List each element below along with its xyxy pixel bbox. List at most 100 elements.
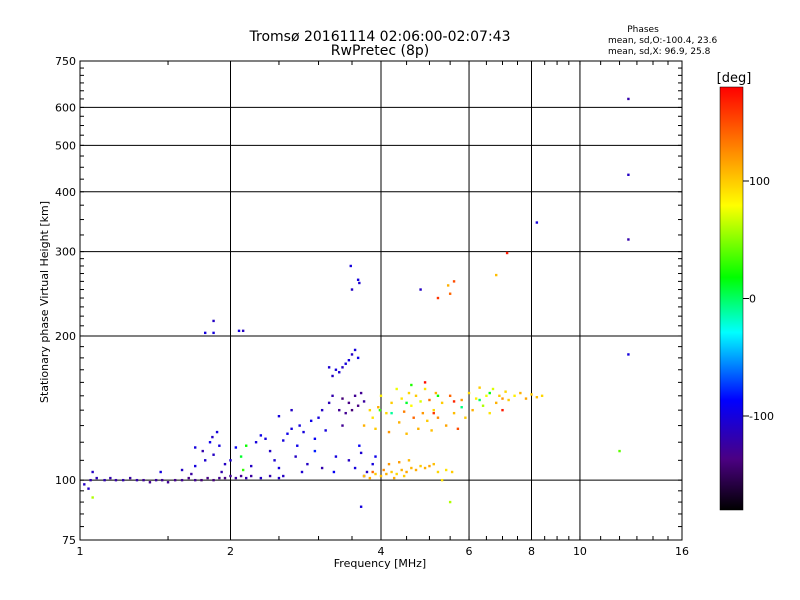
data-point xyxy=(448,292,452,295)
data-point xyxy=(203,459,207,462)
data-point xyxy=(434,391,438,395)
data-point xyxy=(618,449,621,453)
data-point xyxy=(436,416,440,419)
axis-ticks: 1 2 4 6 8 10 16 75 100 200 300 400 500 600 750 xyxy=(55,55,689,558)
data-point xyxy=(440,401,444,405)
data-point xyxy=(362,424,366,427)
data-point xyxy=(229,459,232,462)
data-point xyxy=(419,400,422,403)
data-point xyxy=(350,353,354,356)
data-point xyxy=(371,416,374,419)
x-axis-label: Frequency [MHz] xyxy=(334,557,426,570)
data-point xyxy=(481,404,485,407)
data-point xyxy=(245,444,248,447)
data-point xyxy=(347,459,351,462)
data-point xyxy=(300,470,304,474)
y-tick-label: 750 xyxy=(55,55,76,68)
data-point xyxy=(530,393,533,396)
data-point xyxy=(362,474,366,478)
data-point xyxy=(180,478,184,482)
data-point xyxy=(405,401,408,405)
y-tick-label: 100 xyxy=(55,474,76,487)
data-point xyxy=(485,394,488,398)
data-point xyxy=(187,476,190,480)
data-point xyxy=(356,278,360,281)
data-point xyxy=(173,478,177,482)
data-point xyxy=(215,430,219,434)
y-tick-label: 600 xyxy=(55,101,76,114)
x-tick-label: 16 xyxy=(675,545,689,558)
data-point xyxy=(400,468,403,472)
data-point xyxy=(410,383,413,387)
data-point xyxy=(385,472,388,476)
data-point xyxy=(402,410,406,413)
data-point xyxy=(91,470,94,474)
data-point xyxy=(436,296,440,300)
data-point xyxy=(423,466,427,470)
data-point xyxy=(135,478,139,482)
y-tick-label: 75 xyxy=(62,534,76,547)
data-point xyxy=(359,505,363,508)
data-point xyxy=(282,439,285,442)
data-point xyxy=(223,476,227,480)
data-point xyxy=(398,421,401,424)
y-tick-label: 300 xyxy=(55,246,76,259)
data-point xyxy=(414,468,418,472)
data-point xyxy=(91,496,94,499)
data-point xyxy=(440,478,444,482)
data-point xyxy=(362,400,366,403)
data-point xyxy=(259,476,263,480)
colorbar-tick-label: 100 xyxy=(749,175,770,188)
data-point xyxy=(417,427,420,431)
data-point xyxy=(495,273,498,277)
data-point xyxy=(109,476,112,480)
data-point xyxy=(395,387,398,391)
data-point xyxy=(478,386,481,389)
data-point xyxy=(180,468,184,472)
data-point xyxy=(488,391,491,395)
data-point xyxy=(324,429,327,432)
data-point xyxy=(290,427,293,431)
data-point xyxy=(405,432,408,435)
data-point xyxy=(194,464,197,468)
data-point xyxy=(334,455,338,458)
data-point xyxy=(201,449,204,453)
data-point xyxy=(368,408,372,412)
data-point xyxy=(374,472,377,476)
data-point xyxy=(234,476,238,480)
data-point xyxy=(194,478,197,482)
data-point xyxy=(264,437,267,440)
data-point xyxy=(426,419,429,423)
data-point xyxy=(390,470,393,474)
data-point xyxy=(419,464,422,468)
data-point xyxy=(540,394,544,398)
data-point xyxy=(223,462,227,466)
data-point xyxy=(294,455,297,458)
data-point xyxy=(436,394,440,398)
data-point xyxy=(331,394,334,398)
x-tick-label: 4 xyxy=(378,545,385,558)
data-point xyxy=(627,238,630,241)
data-point xyxy=(467,391,471,395)
data-point xyxy=(327,401,331,405)
data-point xyxy=(501,408,504,412)
data-point xyxy=(212,319,215,323)
data-point xyxy=(353,466,357,470)
data-point xyxy=(524,397,528,400)
y-tick-label: 200 xyxy=(55,330,76,343)
data-point xyxy=(407,391,411,395)
legend-title: Phases xyxy=(627,25,659,35)
data-point xyxy=(478,398,481,402)
data-point xyxy=(83,483,86,486)
data-point xyxy=(359,451,363,455)
data-point xyxy=(371,462,374,466)
data-point xyxy=(358,281,361,285)
x-tick-label: 10 xyxy=(573,545,587,558)
data-point xyxy=(341,424,344,427)
data-point xyxy=(421,411,425,415)
y-axis-label: Stationary phase Virtual Height [km] xyxy=(38,201,51,403)
data-point xyxy=(347,401,351,405)
data-point xyxy=(87,487,90,490)
data-point xyxy=(203,331,207,335)
data-point xyxy=(344,362,347,365)
